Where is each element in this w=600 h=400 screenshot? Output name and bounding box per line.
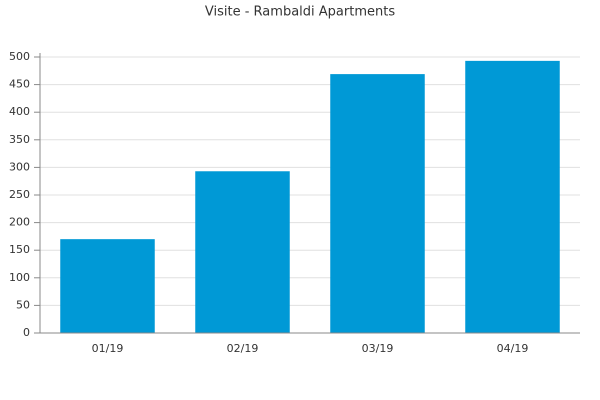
y-tick-label: 200 bbox=[9, 216, 30, 229]
y-tick-label: 350 bbox=[9, 133, 30, 146]
bar bbox=[330, 74, 425, 333]
y-tick-label: 250 bbox=[9, 188, 30, 201]
bar bbox=[60, 239, 155, 333]
y-tick-label: 500 bbox=[9, 50, 30, 63]
y-tick-label: 150 bbox=[9, 243, 30, 256]
x-tick-label: 02/19 bbox=[227, 342, 259, 355]
bar bbox=[195, 171, 290, 333]
y-tick-label: 0 bbox=[23, 326, 30, 339]
y-tick-label: 100 bbox=[9, 271, 30, 284]
y-tick-label: 50 bbox=[16, 298, 30, 311]
bar bbox=[465, 60, 560, 333]
y-tick-label: 300 bbox=[9, 160, 30, 173]
y-tick-label: 450 bbox=[9, 78, 30, 91]
x-tick-label: 03/19 bbox=[362, 342, 394, 355]
x-tick-label: 01/19 bbox=[92, 342, 124, 355]
x-tick-label: 04/19 bbox=[497, 342, 529, 355]
chart-title: Visite - Rambaldi Apartments bbox=[205, 5, 395, 20]
y-tick-label: 400 bbox=[9, 105, 30, 118]
